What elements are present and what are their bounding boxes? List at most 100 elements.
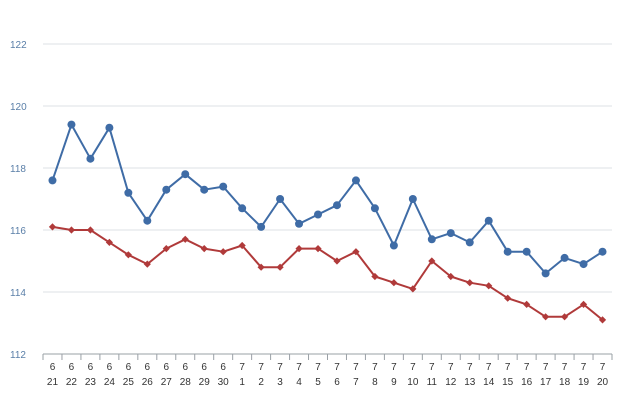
series-line <box>52 225 604 321</box>
x-tick-label-day: 28 <box>180 377 192 388</box>
x-tick-label-day: 9 <box>391 377 397 388</box>
data-point <box>485 282 493 290</box>
data-point <box>86 226 95 234</box>
data-point <box>560 253 569 262</box>
x-tick-label-month: 6 <box>145 362 151 373</box>
data-point <box>522 247 531 256</box>
data-point <box>466 279 474 287</box>
series-line <box>51 123 604 275</box>
x-tick-label-month: 7 <box>600 362 606 373</box>
x-tick-label-month: 6 <box>88 362 94 373</box>
x-tick-label-day: 10 <box>407 377 419 388</box>
x-tick-label-day: 16 <box>521 377 533 388</box>
data-point <box>504 294 512 302</box>
x-tick-label-day: 30 <box>218 377 230 388</box>
x-tick-label-month: 7 <box>353 362 359 373</box>
x-tick-label-month: 6 <box>201 362 207 373</box>
x-tick-label-month: 6 <box>164 362 170 373</box>
data-point <box>389 241 398 250</box>
x-tick-label-month: 7 <box>277 362 283 373</box>
data-point <box>105 123 114 132</box>
x-tick-label-day: 22 <box>66 377 78 388</box>
data-point <box>447 272 455 281</box>
data-point <box>162 245 170 253</box>
x-tick-label-month: 7 <box>581 362 587 373</box>
data-point <box>542 313 550 321</box>
x-tick-label-month: 7 <box>410 362 416 373</box>
data-point <box>276 263 284 271</box>
x-tick-label-day: 27 <box>161 377 173 388</box>
data-point <box>541 269 550 278</box>
x-tick-label-day: 19 <box>578 377 590 388</box>
y-tick-label: 116 <box>10 226 26 237</box>
data-point <box>295 219 304 228</box>
data-point <box>219 248 227 256</box>
x-tick-label-day: 20 <box>597 377 609 388</box>
x-tick-label-day: 24 <box>104 377 116 388</box>
data-point <box>579 300 588 308</box>
x-tick-label-month: 6 <box>69 362 75 373</box>
data-point <box>200 185 209 194</box>
y-tick-label: 112 <box>10 350 26 361</box>
x-tick-label-month: 7 <box>562 362 568 373</box>
data-point <box>143 216 152 225</box>
x-tick-label-month: 7 <box>467 362 473 373</box>
y-axis-tick-labels: 112 114 116 118 120 122 <box>10 40 27 361</box>
data-point <box>200 245 208 253</box>
gridlines <box>43 43 612 293</box>
data-point <box>503 247 512 256</box>
x-tick-label-day: 23 <box>85 377 97 388</box>
data-point <box>579 260 588 269</box>
x-tick-label-day: 29 <box>199 377 211 388</box>
data-point <box>523 300 531 308</box>
x-tick-label-month: 7 <box>429 362 435 373</box>
x-tick-label-day: 13 <box>464 377 476 388</box>
y-tick-label: 118 <box>10 164 26 175</box>
data-point <box>219 182 228 191</box>
data-point <box>598 316 607 324</box>
x-tick-label-month: 7 <box>543 362 549 373</box>
x-tick-label-day: 21 <box>47 377 59 388</box>
data-point <box>124 188 133 197</box>
x-tick-label-month: 7 <box>372 362 378 373</box>
data-point <box>390 279 398 287</box>
x-tick-label-month: 6 <box>50 362 56 373</box>
data-point <box>560 313 569 321</box>
x-tick-label-month: 7 <box>391 362 397 373</box>
data-point <box>428 257 436 265</box>
y-tick-label: 114 <box>10 288 26 299</box>
data-point <box>143 260 151 268</box>
y-tick-label: 120 <box>10 102 27 113</box>
x-axis: 6216226236246256266276286296307172737475… <box>42 353 613 388</box>
data-point <box>257 263 265 271</box>
x-tick-label-day: 12 <box>445 377 457 388</box>
data-point <box>162 185 171 194</box>
x-tick-label-month: 7 <box>505 362 511 373</box>
data-point <box>105 238 113 246</box>
series-1 <box>48 120 607 278</box>
x-tick-label-month: 7 <box>448 362 454 373</box>
x-tick-label-day: 4 <box>296 377 302 388</box>
data-point <box>48 176 57 185</box>
x-tick-label-month: 7 <box>258 362 264 373</box>
data-point <box>446 229 455 238</box>
x-tick-label-day: 14 <box>483 377 495 388</box>
data-point <box>181 235 189 243</box>
data-point <box>86 154 95 163</box>
x-tick-label-month: 7 <box>296 362 302 373</box>
series-lines <box>48 120 607 324</box>
data-point <box>314 210 323 219</box>
data-point <box>598 247 607 256</box>
x-tick-label-day: 5 <box>315 377 321 388</box>
x-tick-label-day: 6 <box>334 377 340 388</box>
data-point <box>427 235 436 244</box>
data-point <box>371 272 379 281</box>
data-point <box>351 176 360 185</box>
data-point <box>124 251 132 259</box>
x-tick-label-day: 25 <box>123 377 135 388</box>
data-point <box>238 241 246 250</box>
x-tick-label-month: 7 <box>239 362 245 373</box>
data-point <box>333 257 341 265</box>
y-tick-label: 122 <box>10 40 27 51</box>
